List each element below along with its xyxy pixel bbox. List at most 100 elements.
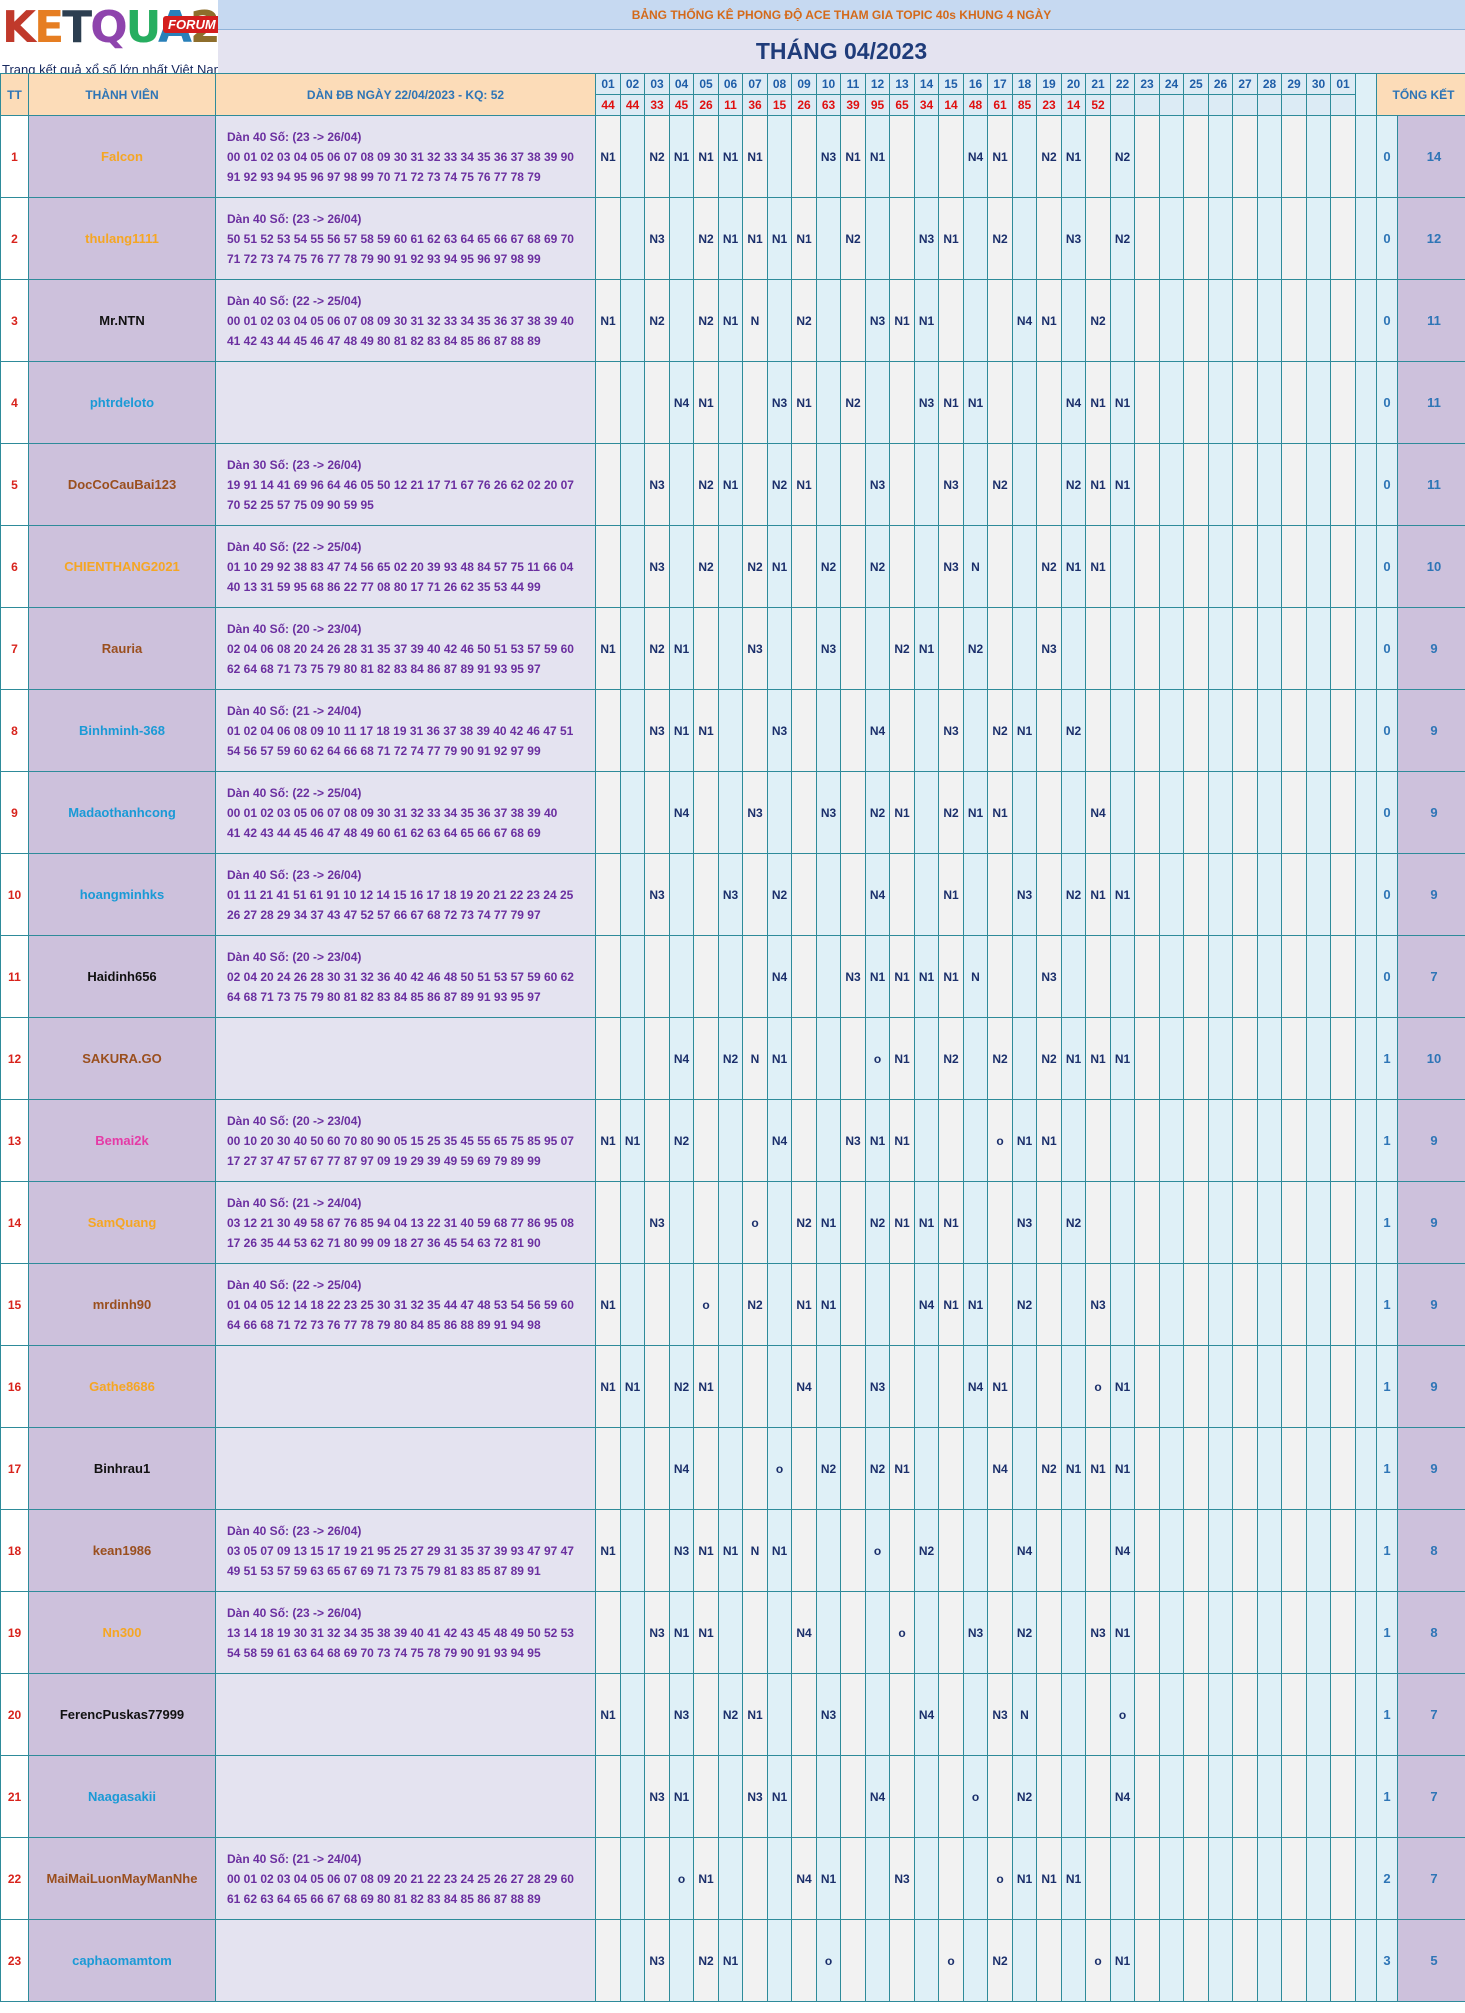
day-cell: N1: [1061, 1837, 1086, 1920]
day-cell: N2: [865, 1427, 890, 1510]
zero-count: 0: [1376, 771, 1398, 854]
day-cell: [1134, 1181, 1160, 1264]
day-cell: [1281, 1591, 1307, 1674]
day-result: [1110, 94, 1135, 116]
day-cell: [1330, 1427, 1356, 1510]
total-score: 8: [1397, 1591, 1465, 1674]
member-name[interactable]: CHIENTHANG2021: [28, 525, 216, 608]
site-logo[interactable]: KETQUA2 FORUM Trang kết quả xổ số lớn nh…: [0, 0, 224, 77]
day-cell: [620, 1181, 645, 1264]
member-name[interactable]: Rauria: [28, 607, 216, 690]
day-cell: [1183, 1673, 1209, 1756]
member-name[interactable]: thulang1111: [28, 197, 216, 280]
day-cell: [1257, 1017, 1282, 1100]
day-cell: N2: [669, 1345, 694, 1428]
day-cell: [595, 443, 621, 526]
separator-cell: [1355, 689, 1377, 772]
member-name[interactable]: Binhminh-368: [28, 689, 216, 772]
member-name[interactable]: Madaothanhcong: [28, 771, 216, 854]
member-name[interactable]: MaiMaiLuonMayManNhe: [28, 1837, 216, 1920]
day-cell: N1: [1110, 443, 1135, 526]
separator-cell: [1355, 443, 1377, 526]
day-cell: o: [742, 1181, 768, 1264]
day-cell: [1281, 443, 1307, 526]
day-cell: [1232, 1509, 1258, 1592]
day-cell: [840, 1755, 866, 1838]
day-header: 08: [767, 73, 792, 95]
day-cell: [963, 1509, 988, 1592]
day-cell: [1281, 1673, 1307, 1756]
day-cell: N4: [1012, 1509, 1037, 1592]
day-cell: [1159, 1919, 1184, 2002]
day-cell: N3: [816, 115, 841, 198]
day-result: [1257, 94, 1282, 116]
member-name[interactable]: Falcon: [28, 115, 216, 198]
day-cell: [1208, 1509, 1233, 1592]
day-result: 63: [816, 94, 841, 116]
day-cell: [1012, 1345, 1037, 1428]
member-name[interactable]: SamQuang: [28, 1181, 216, 1264]
total-score: 9: [1397, 853, 1465, 936]
day-cell: [644, 361, 670, 444]
day-cell: [889, 115, 915, 198]
member-name[interactable]: caphaomamtom: [28, 1919, 216, 2002]
day-cell: [1159, 197, 1184, 280]
table-row: 22 MaiMaiLuonMayManNhe Dàn 40 Số: (21 -> 2…: [0, 1837, 1465, 1920]
day-cell: N1: [767, 1509, 792, 1592]
member-name[interactable]: Haidinh656: [28, 935, 216, 1018]
member-name[interactable]: SAKURA.GO: [28, 1017, 216, 1100]
member-name[interactable]: mrdinh90: [28, 1263, 216, 1346]
day-cell: [742, 1099, 768, 1182]
day-cell: N3: [938, 689, 964, 772]
day-cell: [644, 1099, 670, 1182]
day-cell: [742, 1427, 768, 1510]
table-row: 1 Falcon Dàn 40 Số: (23 -> 26/04) 00 01 02 …: [0, 115, 1465, 198]
member-name[interactable]: phtrdeloto: [28, 361, 216, 444]
day-cell: [840, 853, 866, 936]
day-cell: N3: [938, 525, 964, 608]
member-dan: [215, 1919, 596, 2002]
day-cell: N1: [865, 935, 890, 1018]
day-cell: N2: [865, 525, 890, 608]
dan-line: 00 10 20 30 40 50 60 70 80 90 05 15 25 3…: [227, 1133, 574, 1148]
total-score: 9: [1397, 1345, 1465, 1428]
member-name[interactable]: Mr.NTN: [28, 279, 216, 362]
member-name[interactable]: Bemai2k: [28, 1099, 216, 1182]
day-cell: N1: [1085, 1427, 1111, 1510]
day-cell: [840, 1017, 866, 1100]
day-cell: [1134, 689, 1160, 772]
total-score: 7: [1397, 1837, 1465, 1920]
day-cell: [644, 1345, 670, 1428]
day-cell: [1110, 771, 1135, 854]
day-cell: N1: [791, 1263, 817, 1346]
day-cell: N1: [889, 935, 915, 1018]
day-cell: [1183, 115, 1209, 198]
day-result: 33: [644, 94, 670, 116]
day-cell: [718, 1263, 743, 1346]
day-cell: [1061, 1345, 1086, 1428]
day-cell: [1232, 1591, 1258, 1674]
dan-line: Dàn 40 Số: (21 -> 24/04): [227, 1195, 362, 1210]
day-cell: [1208, 1017, 1233, 1100]
row-index: 23: [0, 1919, 29, 2002]
member-name[interactable]: kean1986: [28, 1509, 216, 1592]
member-name[interactable]: hoangminhks: [28, 853, 216, 936]
member-name[interactable]: Nn300: [28, 1591, 216, 1674]
col-header-member: THÀNH VIÊN: [28, 73, 216, 116]
member-dan: Dàn 40 Số: (22 -> 25/04) 00 01 02 03 05 0…: [215, 771, 596, 854]
day-cell: [914, 1919, 939, 2002]
day-cell: [620, 1919, 645, 2002]
day-cell: [1208, 279, 1233, 362]
member-name[interactable]: Gathe8686: [28, 1345, 216, 1428]
member-name[interactable]: FerencPuskas77999: [28, 1673, 216, 1756]
day-cell: [889, 361, 915, 444]
day-cell: [1257, 279, 1282, 362]
stats-table: TT THÀNH VIÊN DÀN ĐB NGÀY 22/04/2023 - K…: [0, 73, 1465, 2002]
day-cell: [1183, 279, 1209, 362]
member-name[interactable]: Naagasakii: [28, 1755, 216, 1838]
member-name[interactable]: Binhrau1: [28, 1427, 216, 1510]
day-cell: [1281, 1099, 1307, 1182]
member-name[interactable]: DocCoCauBai123: [28, 443, 216, 526]
day-cell: [914, 1591, 939, 1674]
day-cell: N3: [914, 197, 939, 280]
